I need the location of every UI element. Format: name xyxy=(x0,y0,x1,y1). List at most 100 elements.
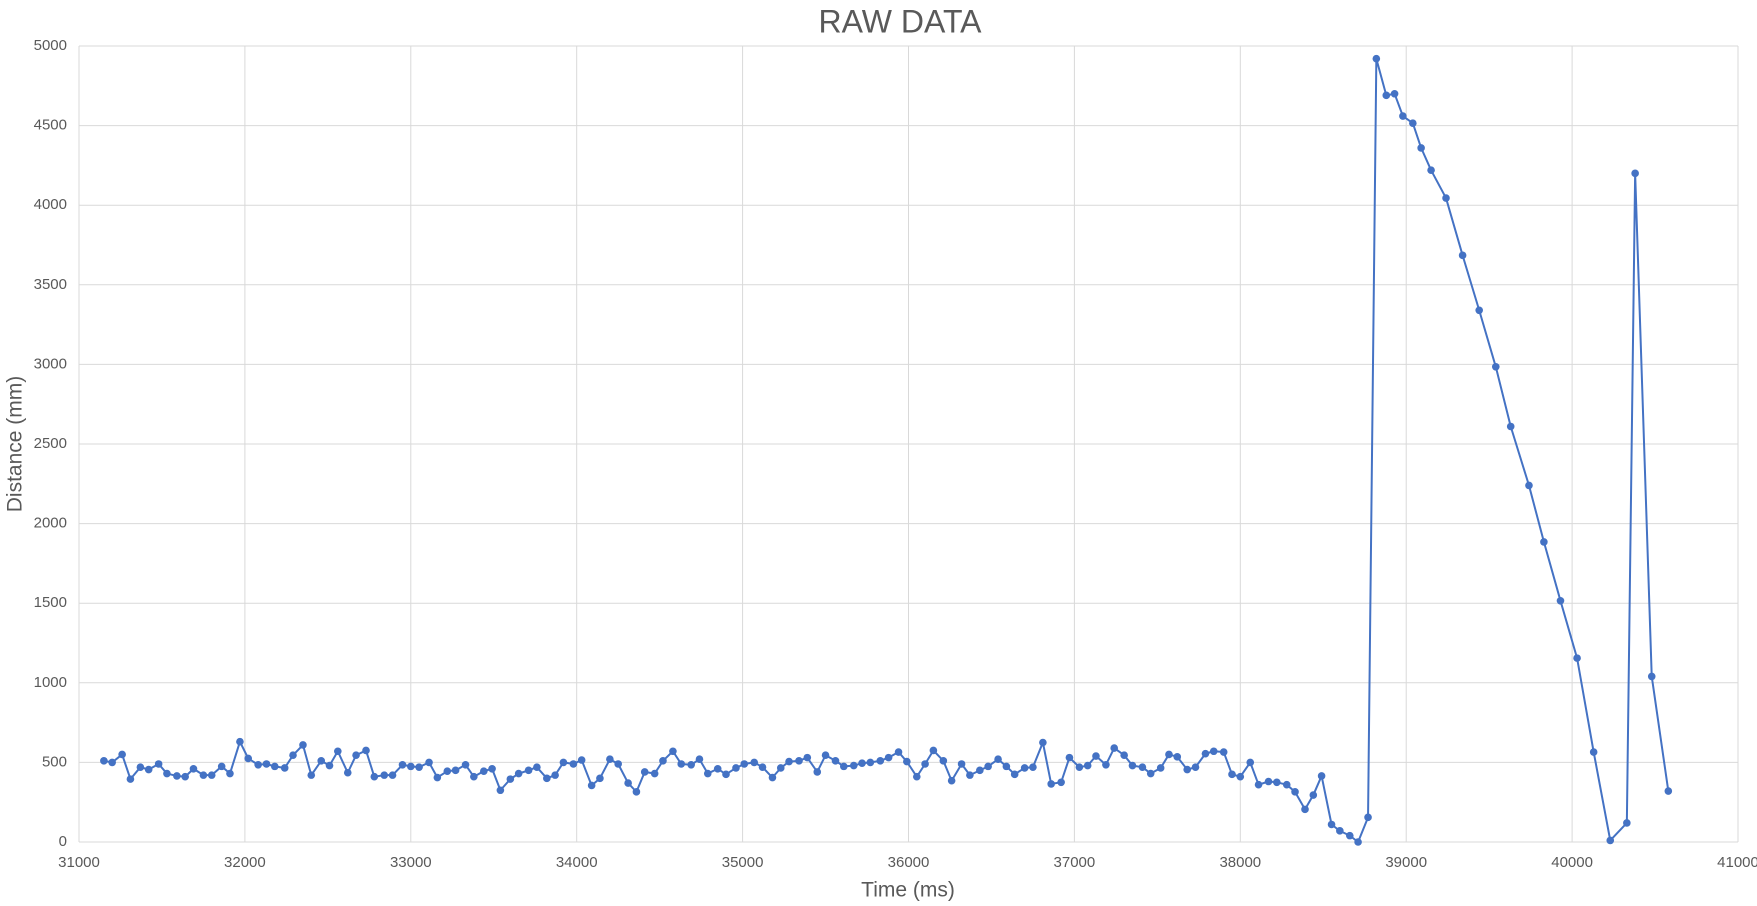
data-point xyxy=(1209,747,1218,756)
y-tick-label: 2000 xyxy=(34,515,67,532)
data-point xyxy=(957,760,966,768)
data-point xyxy=(100,757,108,765)
data-point xyxy=(569,760,578,768)
data-point xyxy=(984,762,992,771)
y-tick-label: 0 xyxy=(59,833,67,850)
data-point xyxy=(795,757,803,765)
data-point xyxy=(415,763,423,771)
data-point xyxy=(606,755,614,764)
data-point xyxy=(1219,748,1228,756)
data-point xyxy=(1291,788,1299,796)
data-point xyxy=(650,769,659,778)
data-point xyxy=(1606,836,1615,845)
data-point xyxy=(994,755,1002,764)
data-point xyxy=(479,767,488,775)
data-point xyxy=(1272,778,1281,787)
data-point xyxy=(1364,813,1372,822)
data-point xyxy=(1047,780,1055,788)
data-point xyxy=(695,755,704,764)
data-point xyxy=(1102,760,1110,769)
data-point xyxy=(1442,194,1450,202)
data-point xyxy=(632,788,641,796)
data-point xyxy=(1399,112,1407,120)
data-point xyxy=(687,760,695,769)
chart-title: RAW DATA xyxy=(819,3,983,39)
data-point xyxy=(1631,169,1639,178)
data-point xyxy=(514,769,523,778)
data-point xyxy=(551,771,559,779)
data-point xyxy=(713,764,722,773)
data-point xyxy=(1317,772,1326,780)
data-point xyxy=(407,762,415,771)
data-point xyxy=(1075,763,1084,771)
data-point xyxy=(1354,838,1362,846)
data-point xyxy=(1228,770,1236,779)
data-point xyxy=(543,774,551,783)
data-point xyxy=(669,747,677,756)
data-point xyxy=(624,779,632,787)
data-point xyxy=(433,773,442,782)
data-point xyxy=(1246,758,1255,767)
data-point xyxy=(776,764,785,772)
data-point xyxy=(785,757,793,766)
data-point xyxy=(596,774,604,783)
data-point xyxy=(939,757,948,765)
data-point xyxy=(1002,762,1011,771)
data-point xyxy=(1382,91,1391,100)
data-point xyxy=(126,775,135,783)
data-point xyxy=(317,757,326,765)
y-tick-label: 3000 xyxy=(34,355,67,372)
data-point xyxy=(1458,251,1467,260)
x-tick-label: 31000 xyxy=(58,854,100,871)
data-point xyxy=(803,753,812,762)
data-point xyxy=(577,756,586,764)
data-point xyxy=(443,767,452,775)
data-point xyxy=(587,781,596,790)
data-point xyxy=(488,764,496,773)
data-point xyxy=(1491,362,1500,371)
data-point xyxy=(144,765,153,774)
data-point xyxy=(722,770,730,779)
data-point xyxy=(866,758,875,767)
data-point xyxy=(1264,777,1273,786)
data-point xyxy=(1301,805,1309,814)
data-point xyxy=(1057,778,1065,787)
data-point xyxy=(976,766,984,775)
data-point xyxy=(1417,144,1425,152)
x-tick-label: 38000 xyxy=(1219,854,1261,871)
data-point xyxy=(226,769,234,778)
data-point xyxy=(1309,791,1318,799)
data-point xyxy=(640,768,649,776)
x-tick-label: 36000 xyxy=(888,854,930,871)
data-point xyxy=(189,764,198,773)
data-point xyxy=(1138,763,1147,771)
x-tick-label: 37000 xyxy=(1054,854,1096,871)
data-point xyxy=(894,748,903,756)
y-tick-label: 4000 xyxy=(34,196,67,213)
data-point xyxy=(1589,748,1598,756)
data-point xyxy=(1120,751,1128,760)
y-tick-label: 500 xyxy=(42,753,67,770)
data-point xyxy=(858,759,866,767)
data-point xyxy=(966,771,974,779)
data-point xyxy=(118,750,126,759)
data-point xyxy=(813,768,822,776)
data-point xyxy=(740,760,749,768)
data-point xyxy=(1623,819,1631,827)
data-point xyxy=(1020,764,1029,772)
data-point xyxy=(470,772,478,781)
data-point xyxy=(1191,763,1200,771)
data-point xyxy=(524,766,533,775)
data-point xyxy=(1540,538,1548,546)
data-point xyxy=(1475,306,1483,315)
data-point xyxy=(451,766,460,775)
data-point xyxy=(307,771,316,779)
data-point xyxy=(1083,761,1092,770)
data-point xyxy=(1065,753,1074,762)
data-point xyxy=(677,760,686,768)
data-point xyxy=(1183,765,1192,774)
data-point xyxy=(1336,827,1344,835)
